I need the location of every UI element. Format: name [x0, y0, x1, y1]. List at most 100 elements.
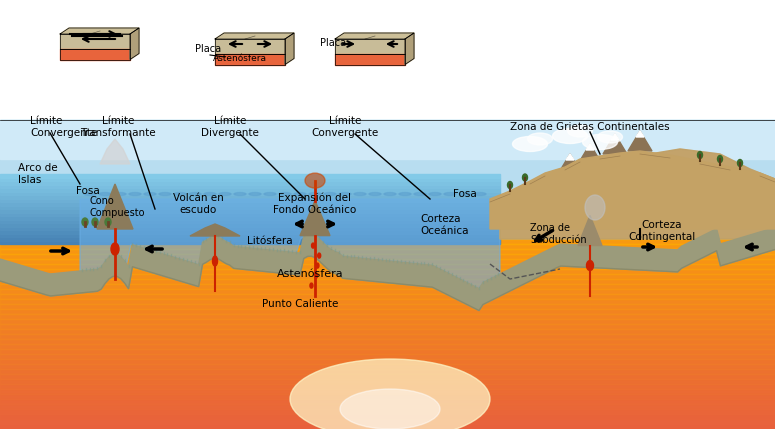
Ellipse shape [324, 193, 336, 196]
Bar [0, 227, 500, 230]
Bar [0, 120, 775, 159]
Bar [0, 279, 775, 284]
Bar [0, 379, 775, 384]
Bar [0, 399, 775, 404]
Bar [0, 264, 775, 269]
Ellipse shape [598, 131, 622, 143]
Text: Fosa: Fosa [453, 189, 477, 199]
Text: Astenósfera: Astenósfera [277, 269, 343, 279]
Polygon shape [490, 151, 775, 229]
Polygon shape [578, 215, 602, 245]
Ellipse shape [312, 243, 315, 248]
Text: Arco de
Islas: Arco de Islas [18, 163, 57, 185]
Ellipse shape [84, 193, 96, 196]
Polygon shape [335, 54, 405, 64]
Ellipse shape [459, 193, 471, 196]
Ellipse shape [174, 193, 186, 196]
Ellipse shape [528, 133, 553, 145]
Ellipse shape [553, 129, 587, 143]
Ellipse shape [698, 151, 702, 158]
Ellipse shape [294, 193, 306, 196]
Text: Cono
Compuesto: Cono Compuesto [90, 196, 146, 218]
Bar [0, 237, 500, 241]
Bar [0, 241, 500, 244]
Bar [0, 259, 775, 264]
Polygon shape [603, 134, 627, 154]
Polygon shape [335, 39, 405, 54]
Ellipse shape [212, 256, 218, 266]
Bar [0, 304, 775, 309]
Bar [0, 178, 500, 181]
Ellipse shape [144, 193, 156, 196]
Bar [0, 254, 775, 259]
Text: Límite
Convergente: Límite Convergente [312, 116, 379, 138]
Ellipse shape [312, 253, 315, 258]
Bar [0, 195, 500, 199]
Text: Corteza
Oceánica: Corteza Oceánica [420, 214, 469, 236]
Ellipse shape [129, 193, 141, 196]
Ellipse shape [99, 193, 111, 196]
Bar [0, 324, 775, 329]
Ellipse shape [290, 359, 490, 429]
Ellipse shape [587, 260, 594, 271]
Bar [0, 205, 500, 209]
Ellipse shape [249, 193, 261, 196]
Ellipse shape [204, 193, 216, 196]
Bar [0, 239, 775, 244]
Ellipse shape [264, 193, 276, 196]
Bar [0, 414, 775, 419]
Bar [0, 191, 500, 195]
Bar [0, 184, 500, 188]
Ellipse shape [508, 181, 512, 188]
Text: Límite
Transformante: Límite Transformante [80, 116, 156, 138]
Ellipse shape [234, 193, 246, 196]
Bar [0, 181, 500, 184]
Polygon shape [628, 131, 652, 151]
Text: Volcán en
escudo: Volcán en escudo [173, 193, 223, 215]
Bar [0, 174, 500, 178]
Bar [0, 394, 775, 399]
Polygon shape [60, 49, 130, 60]
Bar [0, 339, 775, 344]
Ellipse shape [219, 193, 231, 196]
Text: Zona de
Subducción: Zona de Subducción [530, 223, 587, 245]
Text: Fosa: Fosa [76, 186, 100, 196]
Polygon shape [80, 199, 500, 288]
Polygon shape [285, 33, 294, 64]
Bar [0, 299, 775, 304]
Ellipse shape [429, 193, 441, 196]
Polygon shape [500, 149, 775, 239]
Bar [0, 199, 500, 202]
Text: Límite
Divergente: Límite Divergente [201, 116, 259, 138]
Ellipse shape [512, 136, 547, 151]
Text: Punto Caliente: Punto Caliente [262, 299, 338, 309]
Bar [0, 120, 775, 209]
Polygon shape [97, 184, 133, 229]
Bar [0, 289, 775, 294]
Text: Expansión del
Fondo Oceánico: Expansión del Fondo Oceánico [274, 193, 356, 215]
Ellipse shape [369, 193, 381, 196]
Text: Placa: Placa [320, 38, 346, 48]
Bar [0, 249, 775, 254]
Ellipse shape [384, 193, 396, 196]
Bar [0, 216, 500, 220]
Ellipse shape [114, 193, 126, 196]
Bar [0, 269, 775, 274]
Text: Astenósfera: Astenósfera [213, 54, 267, 63]
Bar [0, 354, 775, 359]
Bar [0, 389, 775, 394]
Bar [0, 329, 775, 334]
Bar [0, 349, 775, 354]
Ellipse shape [444, 193, 456, 196]
Bar [0, 409, 775, 414]
Bar [0, 234, 775, 239]
Bar [0, 233, 500, 237]
Ellipse shape [111, 243, 119, 255]
Ellipse shape [339, 193, 351, 196]
Text: Límite
Convergente: Límite Convergente [30, 116, 97, 138]
Ellipse shape [82, 218, 88, 226]
Bar [0, 374, 775, 379]
Bar [0, 220, 500, 223]
Ellipse shape [738, 160, 742, 166]
Polygon shape [405, 33, 414, 64]
